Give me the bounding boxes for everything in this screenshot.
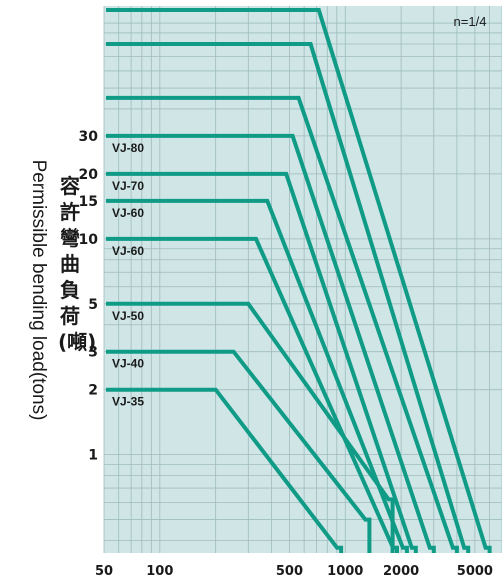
series-line [106,198,409,553]
series-label: VJ-60 [112,206,144,220]
y-tick-label: 1 [88,448,98,464]
y-tick-label: 20 [79,167,99,183]
x-tick-label: 1000 [327,564,363,579]
series-line [106,42,471,553]
series-line [106,236,399,553]
series-line [106,349,372,553]
y-tick-label: 3 [88,345,98,361]
series-labels: VJ-35 VJ-40 VJ-50 VJ-60 VJ-60 VJ-70 VJ-80 [112,141,144,409]
series-line [106,171,418,553]
x-tick-label: 50 [95,564,113,579]
series-line [106,95,459,553]
series-line [106,133,436,553]
x-tick-labels: 50 100 500 1000 2000 5000 [95,564,493,579]
y-tick-label: 5 [88,297,98,313]
y-tick-label: 30 [79,129,99,145]
y-tick-label: 10 [79,232,99,248]
series-label: VJ-40 [112,357,144,371]
x-tick-label: 5000 [457,564,493,579]
series-label: VJ-80 [112,141,144,155]
series-line [106,8,492,553]
series-label: VJ-70 [112,179,144,193]
y-tick-label: 2 [88,383,98,399]
series-label: VJ-35 [112,395,144,409]
y-tick-labels: 1 2 3 5 10 15 20 30 [79,129,99,464]
annotation: n=1/4 [454,14,487,29]
series-label: VJ-50 [112,309,144,323]
x-tick-label: 100 [146,564,173,579]
series-line [106,387,344,553]
y-tick-label: 15 [79,194,98,210]
x-tick-label: 500 [276,564,303,579]
x-tick-label: 2000 [383,564,419,579]
series-label: VJ-60 [112,244,144,258]
series-lines [106,8,492,553]
